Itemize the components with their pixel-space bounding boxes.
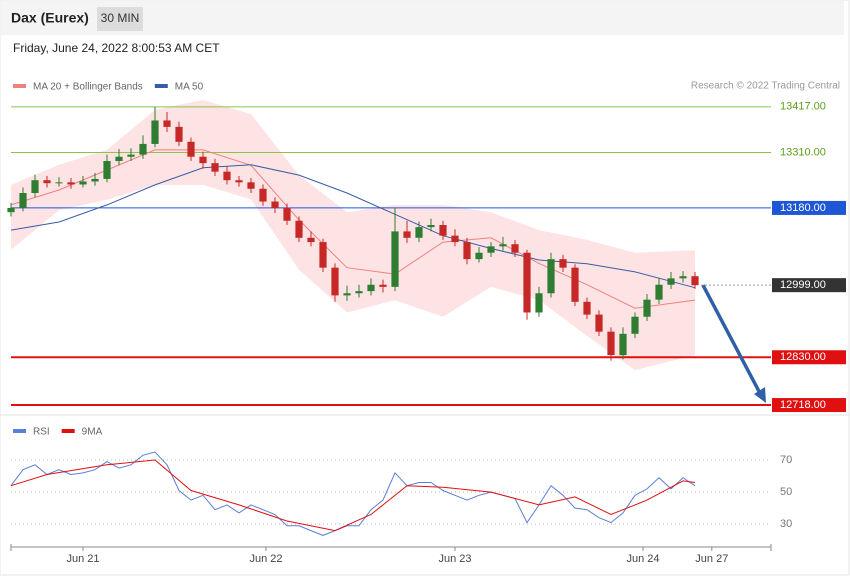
legend-label: MA 50 [175,82,204,93]
candle-body [79,181,87,185]
candle-body [643,299,651,317]
candle-body [463,242,471,260]
legend-swatch [13,84,26,88]
title: Dax (Eurex) [11,10,89,26]
candle-body [151,120,159,144]
candle-body [223,171,231,181]
interval-box[interactable] [97,7,143,31]
candle-body [235,180,243,183]
candle-body [655,284,663,300]
candle-body [211,163,219,172]
candle-body [499,244,507,247]
credit: Research © 2022 Trading Central [691,81,840,92]
forecast-arrowhead [754,387,766,404]
x-tick-label: Jun 24 [627,553,660,565]
y-tick-label: 70 [780,454,792,466]
legend-label: MA 20 + Bollinger Bands [33,82,143,93]
candle-body [595,314,603,332]
candle-body [127,154,135,157]
candle-body [487,246,495,253]
legend-label: RSI [33,427,50,438]
candle-body [55,182,63,184]
interval[interactable]: 30 MIN [101,11,140,25]
candle-body [259,188,267,202]
candle-body [571,267,579,302]
level-label: 12999.00 [780,279,826,291]
candle-body [619,333,627,356]
candle-body [295,220,303,238]
candle-body [175,126,183,142]
legend-swatch [61,429,75,433]
candle-body [67,182,75,185]
candle-body [199,156,207,164]
level-label: 12830.00 [780,351,826,363]
candle-body [451,235,459,243]
forecast-arrow [701,284,764,398]
candle-body [439,225,447,236]
candle-body [43,180,51,184]
candle-body [583,301,591,315]
candle-body [391,231,399,287]
candle-body [187,141,195,157]
candle-body [367,284,375,292]
candle-body [355,291,363,294]
candle-body [535,293,543,313]
level-label: 13180.00 [780,202,826,214]
candle-body [679,276,687,279]
candle-body [139,143,147,155]
y-tick-label: 50 [780,486,792,498]
candle-body [343,293,351,296]
level-label-box [772,200,846,215]
candle-body [115,156,123,161]
x-tick-label: Jun 27 [695,553,728,565]
candle-body [415,227,423,238]
candle-body [7,207,15,213]
candle-body [379,284,387,287]
level-label-box [772,350,846,365]
candle-body [271,201,279,208]
ma-line [10,164,696,289]
candle-body [307,237,315,243]
candle-body [91,178,99,182]
candle-body [103,161,111,179]
level-label: 13417.00 [780,101,826,113]
candle-body [427,225,435,228]
ma-line [10,149,696,309]
candle-body [523,252,531,313]
level-label-box [772,278,846,293]
candle-body [331,267,339,296]
x-tick-label: Jun 21 [66,553,99,565]
rsi-line [10,459,696,532]
candle-body [403,231,411,238]
candle-body [631,316,639,334]
level-label-box [772,398,846,413]
candle-body [475,252,483,260]
candle-body [547,259,555,294]
candle-body [559,259,567,268]
legend-label: 9MA [82,427,103,438]
candle-body [247,182,255,189]
candle-body [31,180,39,193]
x-tick-label: Jun 22 [249,553,282,565]
candle-body [283,207,291,221]
level-label: 12718.00 [780,399,826,411]
y-tick-label: 30 [780,518,792,530]
candle-body [511,244,519,253]
candle-body [19,193,27,208]
candle-body [691,276,699,286]
bollinger-band [11,100,695,371]
legend-swatch [154,84,168,88]
candle-body [319,242,327,268]
candle-body [607,331,615,356]
candle-body [667,278,675,285]
timestamp: Friday, June 24, 2022 8:00:53 AM CET [13,41,220,55]
level-label: 13310.00 [780,146,826,158]
candle-body [163,120,171,127]
legend-swatch [13,429,26,433]
rsi-line [10,451,696,536]
x-tick-label: Jun 23 [438,553,471,565]
